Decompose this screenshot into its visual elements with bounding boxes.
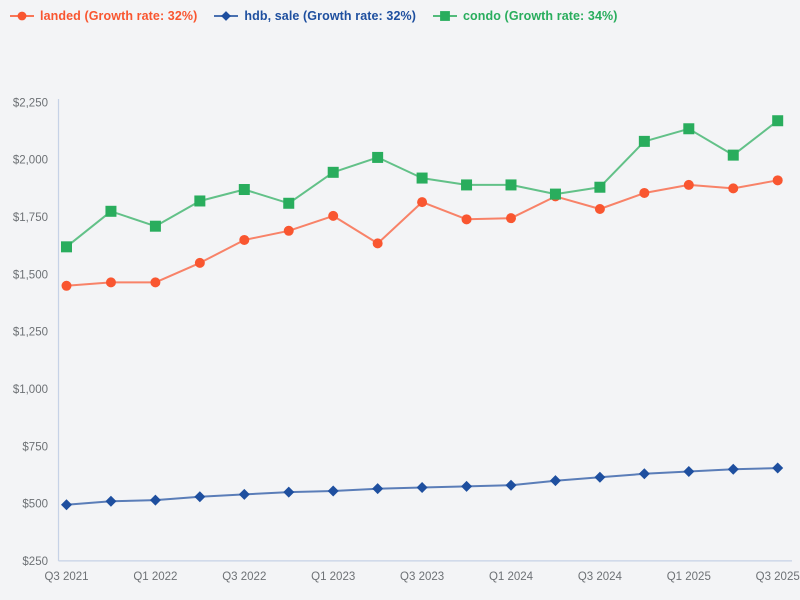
series-line — [66, 179, 778, 287]
x-tick-label: Q3 2022 — [222, 571, 266, 583]
data-point[interactable] — [283, 197, 295, 209]
y-tick-label: $500 — [22, 499, 48, 511]
data-point[interactable] — [505, 179, 517, 191]
legend-item-landed[interactable]: landed (Growth rate: 32%) — [10, 9, 197, 23]
legend-item-hdb-sale[interactable]: hdb, sale (Growth rate: 32%) — [214, 9, 416, 23]
data-point[interactable] — [327, 166, 339, 178]
x-tick-label: Q3 2023 — [400, 571, 444, 583]
data-point[interactable] — [549, 188, 561, 200]
data-point[interactable] — [372, 151, 384, 163]
x-tick-label: Q1 2023 — [311, 571, 355, 583]
data-point[interactable] — [17, 11, 27, 21]
data-point[interactable] — [61, 241, 72, 253]
series-0 — [61, 175, 783, 291]
data-point[interactable] — [61, 499, 72, 511]
data-point[interactable] — [328, 210, 339, 221]
data-point[interactable] — [238, 488, 250, 500]
data-point[interactable] — [194, 257, 205, 268]
data-point[interactable] — [549, 475, 561, 487]
series-line — [65, 119, 779, 248]
data-point[interactable] — [416, 482, 428, 494]
legend-label-hdb-sale: hdb, sale (Growth rate: 32%) — [244, 9, 416, 23]
data-point[interactable] — [238, 184, 250, 196]
data-point[interactable] — [194, 195, 206, 207]
y-tick-label: $250 — [22, 556, 48, 568]
data-point[interactable] — [727, 463, 739, 475]
data-point[interactable] — [416, 172, 428, 184]
data-point[interactable] — [149, 494, 161, 506]
data-point[interactable] — [372, 483, 384, 495]
y-tick-label: $1,250 — [13, 327, 48, 339]
landed-series-marker-icon — [10, 11, 34, 21]
condo-series-marker-icon — [432, 11, 457, 21]
y-tick-label: $1,000 — [13, 384, 48, 396]
y-tick-label: $2,000 — [13, 155, 48, 167]
series-2 — [61, 115, 784, 253]
x-tick-label: Q3 2021 — [44, 571, 88, 583]
data-point[interactable] — [105, 495, 117, 507]
data-point[interactable] — [683, 465, 695, 477]
data-point[interactable] — [283, 486, 295, 498]
data-point[interactable] — [594, 181, 606, 193]
data-point[interactable] — [461, 179, 473, 191]
x-tick-label: Q1 2024 — [489, 571, 534, 583]
data-point[interactable] — [461, 480, 473, 492]
y-tick-label: $1,750 — [13, 212, 48, 224]
data-point[interactable] — [594, 204, 605, 215]
data-point[interactable] — [239, 234, 250, 245]
x-tick-label: Q1 2025 — [667, 571, 711, 583]
chart-legend: landed (Growth rate: 32%) hdb, sale (Gro… — [10, 9, 617, 23]
data-point[interactable] — [105, 277, 116, 288]
y-tick-label: $1,500 — [13, 269, 48, 281]
data-point[interactable] — [728, 183, 739, 194]
data-point[interactable] — [105, 205, 117, 217]
data-point[interactable] — [372, 238, 383, 249]
data-point[interactable] — [149, 220, 161, 232]
legend-item-condo[interactable]: condo (Growth rate: 34%) — [432, 9, 618, 23]
data-point[interactable] — [221, 11, 232, 21]
data-point[interactable] — [639, 187, 650, 198]
data-point[interactable] — [683, 179, 694, 190]
x-tick-label: Q3 2024 — [578, 571, 623, 583]
data-point[interactable] — [327, 485, 339, 497]
data-point[interactable] — [417, 197, 428, 208]
data-point[interactable] — [772, 462, 784, 474]
data-point[interactable] — [772, 115, 784, 127]
data-point[interactable] — [638, 135, 650, 147]
hdb-sale-series-marker-icon — [214, 11, 239, 21]
legend-label-landed: landed (Growth rate: 32%) — [40, 9, 198, 23]
data-point[interactable] — [505, 479, 517, 491]
data-point[interactable] — [727, 149, 739, 161]
data-point[interactable] — [594, 471, 606, 483]
data-point[interactable] — [440, 11, 450, 21]
data-point[interactable] — [683, 123, 695, 135]
y-tick-label: $750 — [22, 441, 48, 453]
data-point[interactable] — [638, 468, 650, 480]
x-tick-label: Q3 2025 — [756, 571, 800, 583]
series-1 — [61, 462, 784, 511]
x-tick-label: Q1 2022 — [133, 571, 177, 583]
data-point[interactable] — [461, 214, 472, 225]
y-tick-label: $2,250 — [13, 97, 48, 109]
data-point[interactable] — [150, 277, 161, 288]
legend-label-condo: condo (Growth rate: 34%) — [462, 9, 618, 23]
data-point[interactable] — [283, 225, 294, 236]
data-point[interactable] — [61, 280, 72, 291]
data-point[interactable] — [772, 175, 783, 186]
data-point[interactable] — [506, 213, 516, 224]
data-point[interactable] — [194, 491, 206, 503]
